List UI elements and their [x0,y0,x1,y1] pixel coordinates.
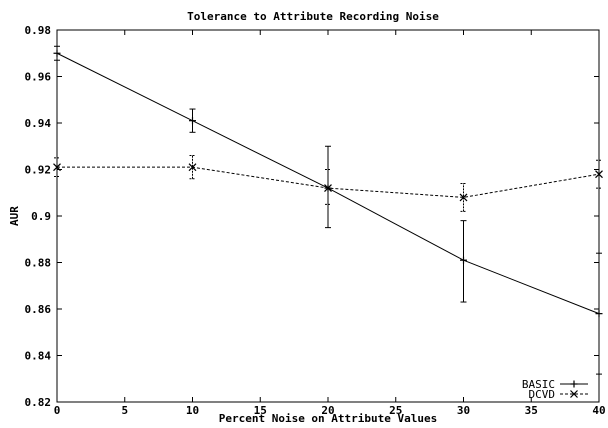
x-tick-label: 20 [321,404,334,417]
legend-label-basic: BASIC [522,378,555,391]
x-tick-label: 30 [457,404,470,417]
y-tick-label: 0.96 [25,71,52,84]
chart-title: Tolerance to Attribute Recording Noise [187,10,439,23]
y-axis: 0.82 0.84 0.86 0.88 0.9 0.92 0.94 0.96 0.98 [25,24,599,409]
y-tick-label: 0.98 [25,24,52,37]
x-axis-label: Percent Noise on Attribute Values [219,412,438,425]
series-basic [53,45,603,375]
y-tick-label: 0.84 [25,350,52,363]
data-point-dcvd [188,163,197,172]
x-tick-label: 15 [254,404,267,417]
data-point-dcvd [595,170,603,179]
y-axis-label: AUR [8,206,21,226]
legend-marker-basic [570,380,578,388]
error-bar-dcvd [189,155,196,180]
data-point-dcvd [53,163,61,172]
y-tick-label: 0.92 [25,164,52,177]
x-tick-label: 0 [54,404,61,417]
error-bar-dcvd [325,169,331,205]
y-tick-label: 0.86 [25,303,52,316]
y-tick-label: 0.82 [25,396,52,409]
x-tick-label: 25 [389,404,402,417]
x-tick-label: 40 [592,404,605,417]
x-tick-label: 10 [186,404,199,417]
x-tick-label: 35 [525,404,538,417]
data-point-dcvd [324,184,332,193]
y-tick-label: 0.9 [31,210,51,223]
data-point-basic [189,117,196,125]
series-dcvd [53,155,603,212]
y-tick-label: 0.94 [25,117,52,130]
legend-marker-dcvd [570,390,578,398]
series-layer [53,45,603,375]
data-point-basic [595,310,603,318]
data-point-basic [53,49,61,57]
x-tick-label: 5 [121,404,128,417]
data-point-dcvd [459,193,468,202]
legend-label-dcvd: DCVD [529,388,556,401]
y-tick-label: 0.88 [25,257,52,270]
x-axis: 0 5 10 15 20 25 30 35 40 [54,30,606,417]
data-point-basic [460,256,467,264]
